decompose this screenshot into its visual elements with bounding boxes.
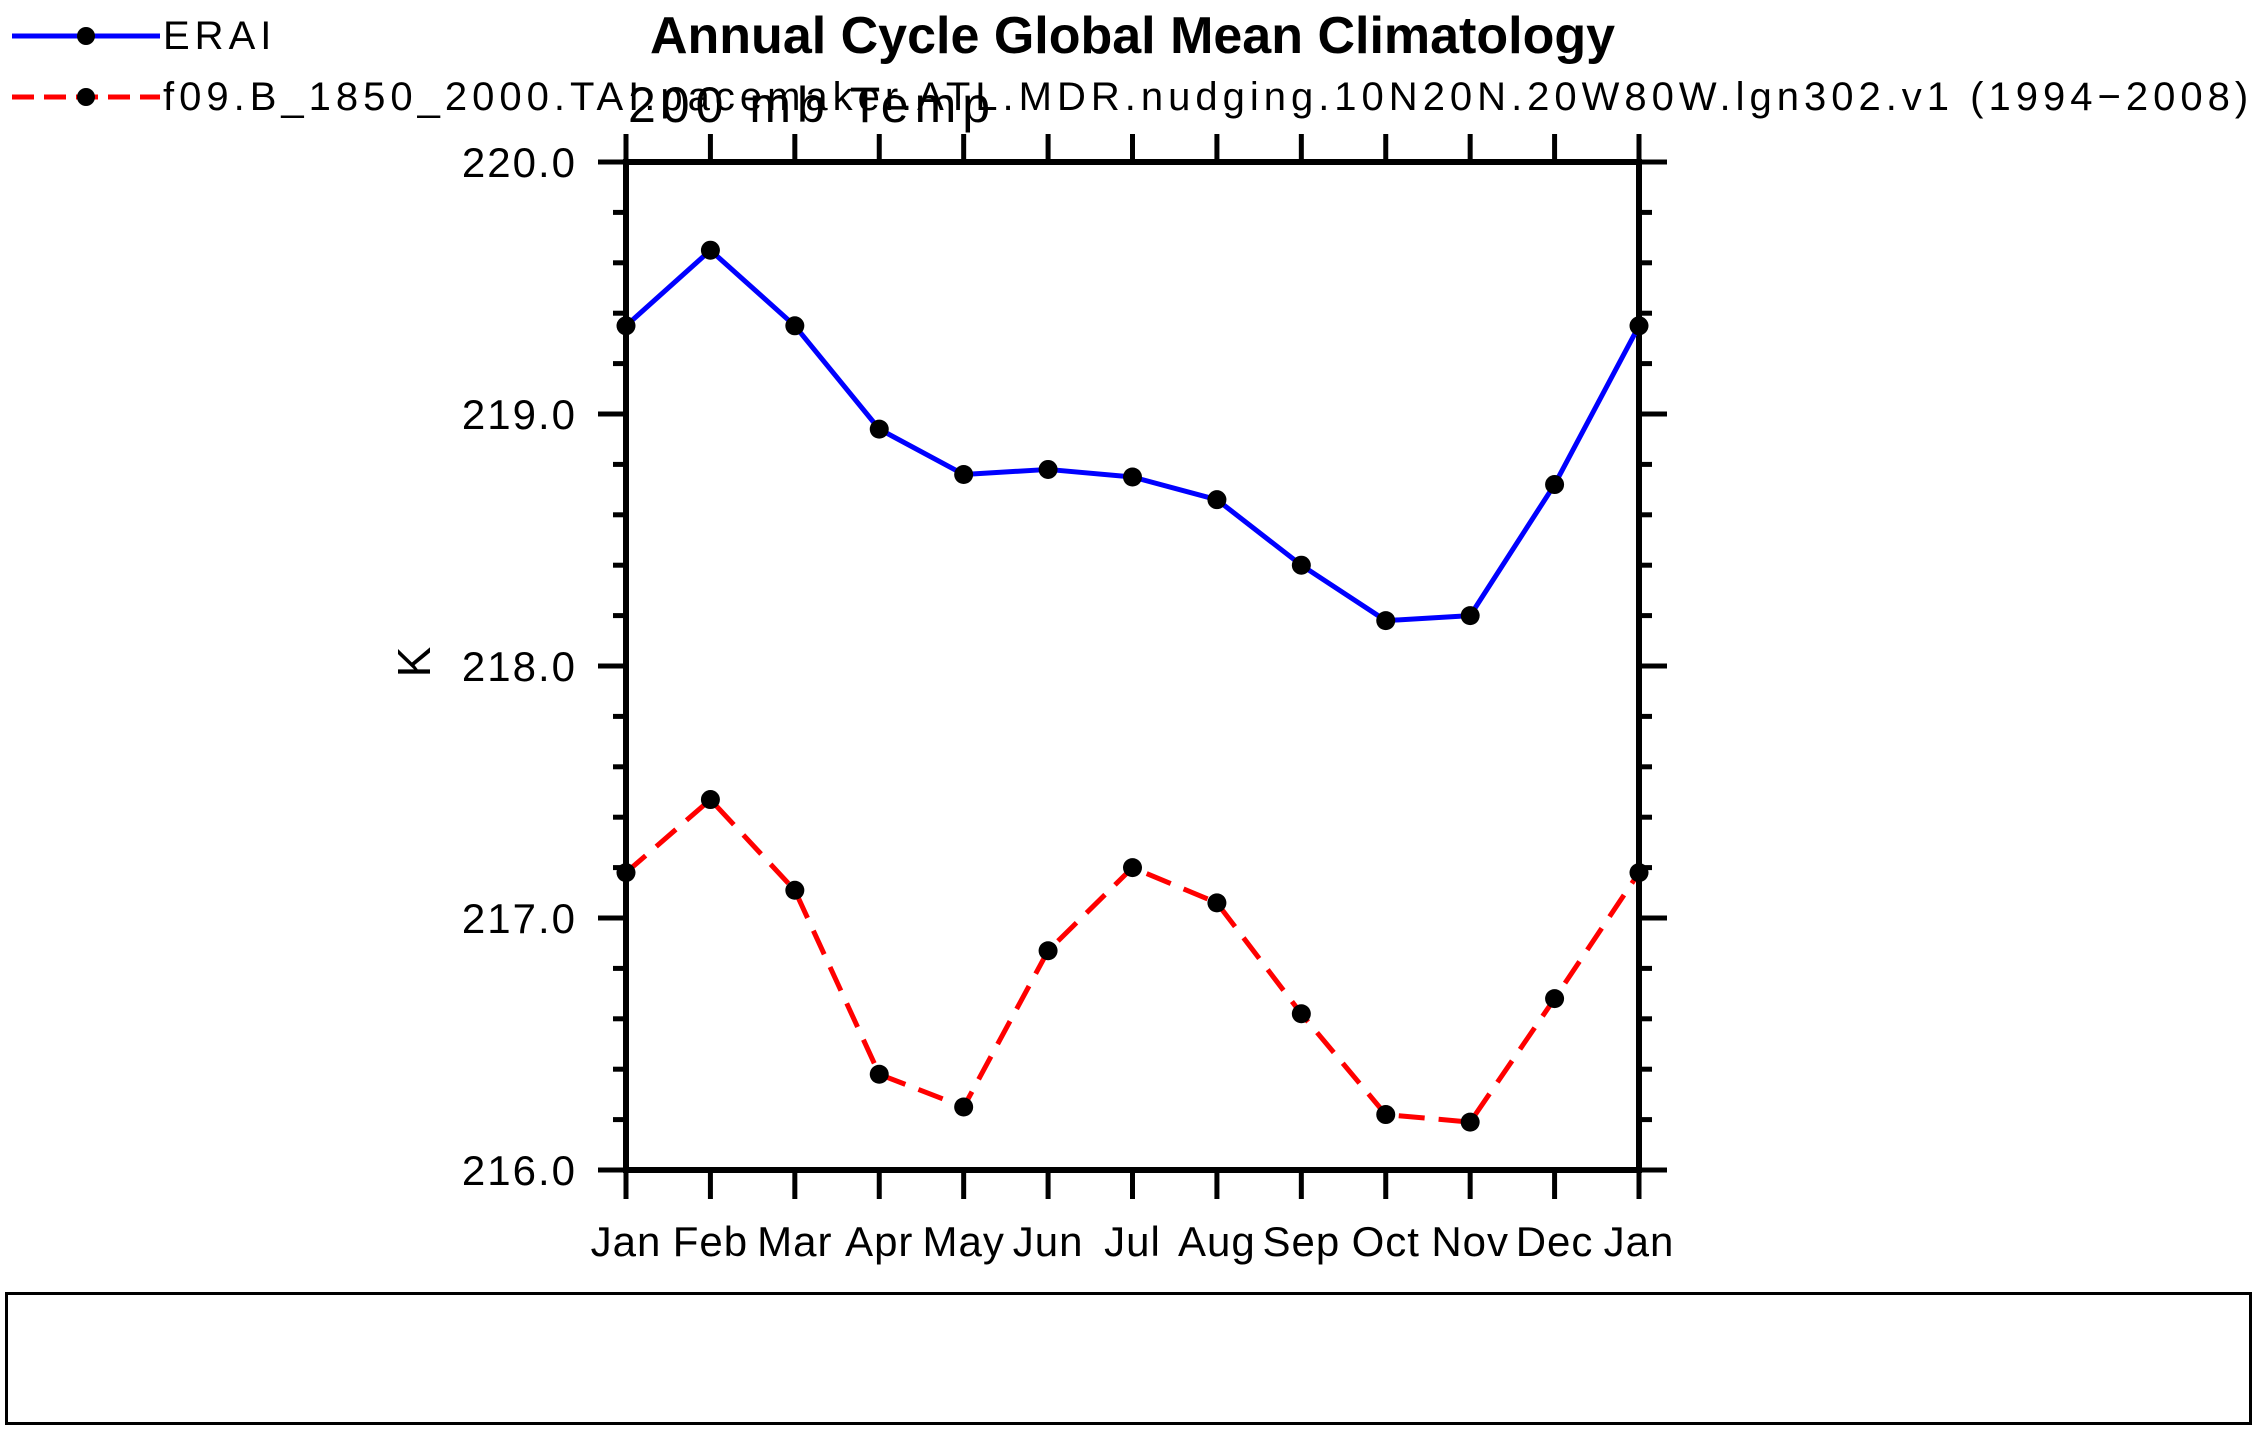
erai-data-point (1291, 555, 1311, 575)
x-tick-label: Jun (1013, 1218, 1084, 1265)
model-data-point (1545, 989, 1565, 1009)
model-data-point (616, 863, 636, 883)
erai-data-point (954, 464, 974, 484)
chart-subtitle: 200 mb Temp (628, 77, 997, 133)
model-data-point (785, 880, 805, 900)
x-tick-label: Jan (591, 1218, 662, 1265)
model-data-point (700, 790, 720, 810)
erai-data-point (1038, 459, 1058, 479)
model-line (624, 797, 1642, 1125)
legend-line-sample-erai (12, 27, 160, 45)
legend-item-erai: ERAI (12, 13, 277, 58)
x-tick-label: Aug (1178, 1218, 1256, 1265)
model-data-point (1629, 863, 1649, 883)
model-data-point (954, 1097, 974, 1117)
erai-data-point (869, 419, 889, 439)
y-tick-label: 219.0 (462, 391, 577, 438)
y-tick-label: 218.0 (462, 643, 577, 690)
model-data-point (1291, 1004, 1311, 1024)
x-tick-label: Nov (1431, 1218, 1509, 1265)
legend-model-marker (77, 88, 95, 106)
chart-title: Annual Cycle Global Mean Climatology (649, 7, 1616, 65)
erai-data-point (785, 316, 805, 336)
y-tick-label: 220.0 (462, 139, 577, 186)
model-data-point (1123, 858, 1142, 878)
model-data-point (869, 1064, 889, 1084)
y-tick-label: 217.0 (462, 895, 577, 942)
model-data-point (1460, 1112, 1480, 1132)
legend-label-erai: ERAI (163, 13, 277, 58)
x-tick-label: Mar (757, 1218, 832, 1265)
erai-data-point (1123, 467, 1142, 487)
x-tick-label: Dec (1516, 1218, 1594, 1265)
erai-line (624, 247, 1642, 624)
erai-data-point (1460, 606, 1480, 626)
x-tick-label: May (922, 1218, 1004, 1265)
legend-label-model: f09.B_1850_2000.TAI.pacemaker.ATL.MDR.nu… (163, 74, 2254, 119)
model-data-point (1207, 893, 1227, 913)
legend-line-sample-model (12, 88, 160, 106)
x-tick-label: Feb (673, 1218, 748, 1265)
erai-data-point (1207, 490, 1227, 510)
x-tick-label: Jul (1104, 1218, 1161, 1265)
x-tick-label: Sep (1262, 1218, 1340, 1265)
erai-data-point (1376, 611, 1396, 631)
erai-data-point (700, 240, 720, 260)
legend (5, 1292, 2252, 1425)
x-tick-label: Apr (845, 1218, 913, 1265)
model-data-point (1376, 1105, 1396, 1125)
legend-item-model: f09.B_1850_2000.TAI.pacemaker.ATL.MDR.nu… (12, 74, 2254, 119)
y-tick-label: 216.0 (462, 1147, 577, 1194)
erai-data-point (1629, 316, 1649, 336)
legend-erai-marker (77, 27, 95, 45)
model-data-point (1038, 941, 1058, 961)
erai-data-point (1545, 475, 1565, 495)
x-tick-label: Jan (1604, 1218, 1675, 1265)
erai-data-point (616, 316, 636, 336)
x-tick-label: Oct (1352, 1218, 1420, 1265)
